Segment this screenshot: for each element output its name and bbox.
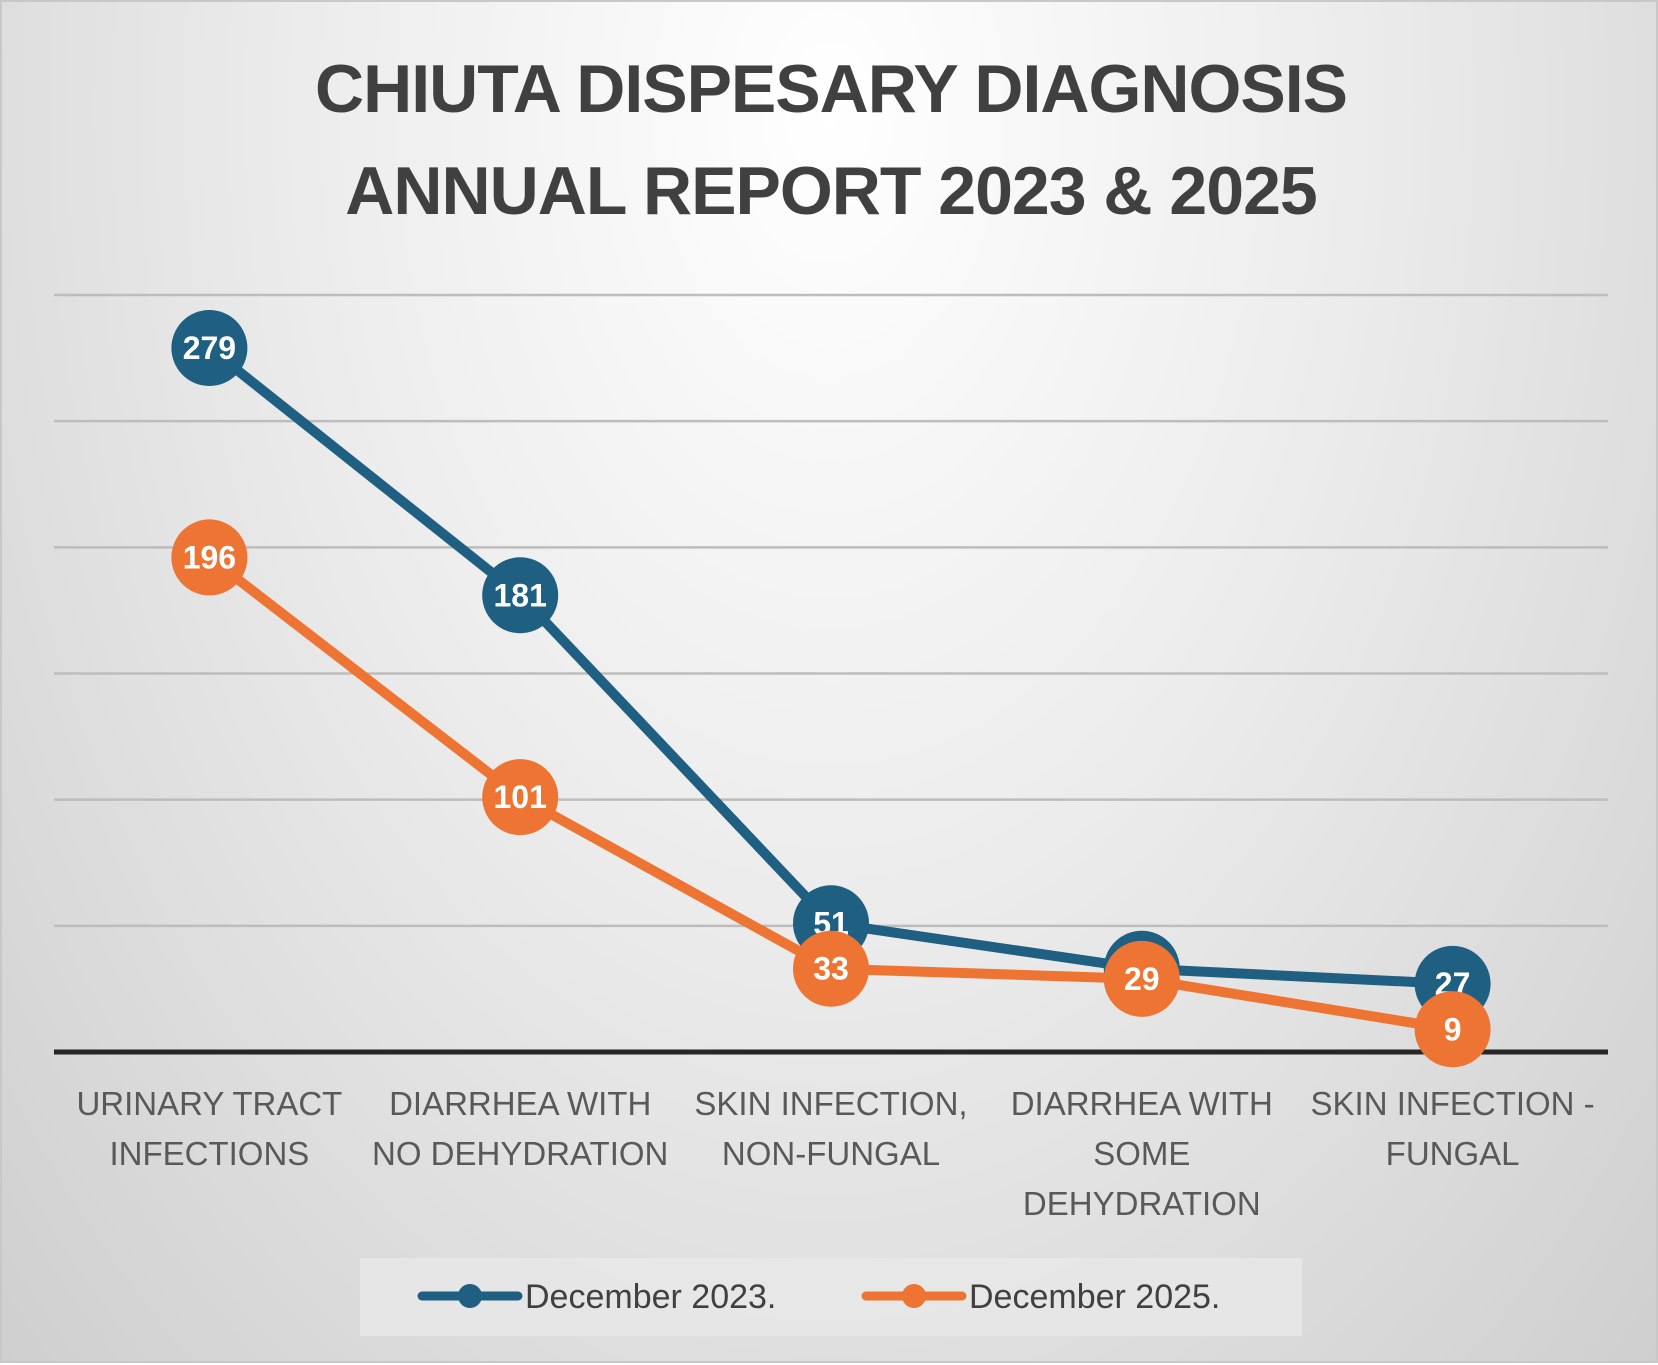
data-point xyxy=(1103,940,1180,1017)
chart-title-line-1: CHIUTA DISPESARY DIAGNOSIS xyxy=(315,51,1347,127)
x-tick-label: URINARY TRACT INFECTIONS xyxy=(76,1085,342,1172)
series-1: 279181513327 xyxy=(171,309,1491,1022)
data-label: 9 xyxy=(1444,1011,1462,1047)
data-label: 196 xyxy=(183,539,236,575)
x-tick-label: DIARRHEA WITH SOME DEHYDRATION xyxy=(1011,1085,1273,1222)
legend-label: December 2023. xyxy=(525,1278,776,1316)
data-label: 181 xyxy=(494,577,547,613)
series: 27918151332719610133299 xyxy=(171,309,1491,1068)
data-label: 101 xyxy=(494,779,547,815)
legend-label: December 2025. xyxy=(969,1278,1220,1316)
legend-item-2: December 2025. xyxy=(861,1278,1220,1316)
data-point xyxy=(171,519,248,596)
chart-title-line-2: ANNUAL REPORT 2023 & 2025 xyxy=(345,153,1316,229)
legend-marker xyxy=(902,1284,926,1308)
legend-marker xyxy=(458,1284,482,1308)
data-label: 29 xyxy=(1124,961,1160,997)
data-point xyxy=(1414,991,1491,1068)
x-tick-label: DIARRHEA WITH NO DEHYDRATION xyxy=(372,1085,668,1172)
data-label: 33 xyxy=(813,951,849,987)
data-point xyxy=(793,930,869,1007)
legend-item-1: December 2023. xyxy=(417,1278,776,1316)
data-point xyxy=(171,309,248,386)
series-2: 196 101 33 29 9 xyxy=(171,519,1491,1068)
x-tick-label: SKIN INFECTION, NON-FUNGAL xyxy=(694,1085,967,1172)
data-point xyxy=(482,557,559,634)
gridlines xyxy=(54,293,1608,928)
x-tick-label: SKIN INFECTION -FUNGAL xyxy=(1311,1085,1595,1172)
data-point xyxy=(482,759,559,836)
chart-title: CHIUTA DISPESARY DIAGNOSIS ANNUAL REPORT… xyxy=(315,51,1348,229)
category-labels: URINARY TRACT INFECTIONS DIARRHEA WITH NO D… xyxy=(76,1085,1594,1222)
data-label: 279 xyxy=(183,330,236,366)
legend: December 2023. December 2025. xyxy=(360,1258,1302,1336)
